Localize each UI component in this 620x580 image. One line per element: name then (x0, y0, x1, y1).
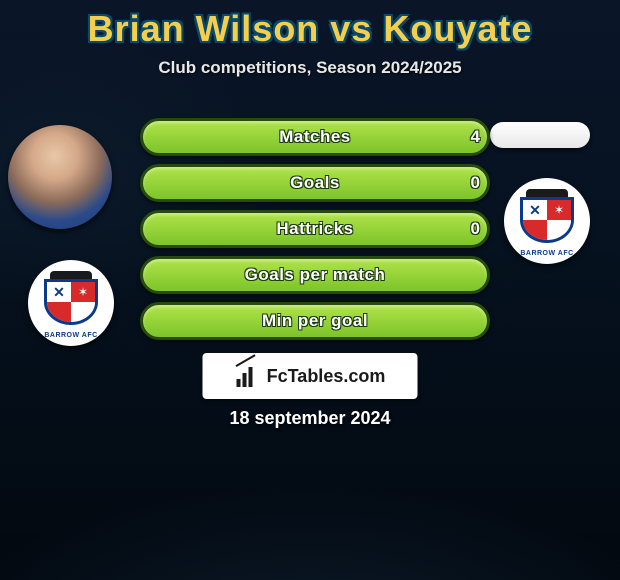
brand-text: FcTables.com (267, 366, 386, 387)
comparison-date: 18 september 2024 (0, 408, 620, 429)
stat-row-matches: Matches 4 (140, 118, 490, 156)
stat-value-left: 0 (471, 173, 480, 193)
stat-row-goals-per-match: Goals per match (140, 256, 490, 294)
stat-label: Hattricks (140, 219, 490, 239)
stat-value-left: 4 (471, 127, 480, 147)
comparison-subtitle: Club competitions, Season 2024/2025 (0, 58, 620, 78)
stat-row-hattricks: Hattricks 0 (140, 210, 490, 248)
stat-row-min-per-goal: Min per goal (140, 302, 490, 340)
brand-badge: FcTables.com (203, 353, 418, 399)
stats-container: Matches 4 Goals 0 Hattricks 0 Goals per … (140, 118, 490, 348)
crest-label: BARROW AFC (40, 332, 102, 339)
right-pill (490, 122, 590, 148)
player-right-club-crest: BARROW AFC (504, 178, 590, 264)
player-left-avatar (8, 125, 112, 229)
chart-icon (235, 365, 261, 387)
stat-label: Matches (140, 127, 490, 147)
stat-label: Goals (140, 173, 490, 193)
stat-row-goals: Goals 0 (140, 164, 490, 202)
player-left-club-crest: BARROW AFC (28, 260, 114, 346)
stat-label: Min per goal (140, 311, 490, 331)
crest-label: BARROW AFC (516, 250, 578, 257)
comparison-title: Brian Wilson vs Kouyate (0, 0, 620, 50)
stat-label: Goals per match (140, 265, 490, 285)
stat-value-left: 0 (471, 219, 480, 239)
